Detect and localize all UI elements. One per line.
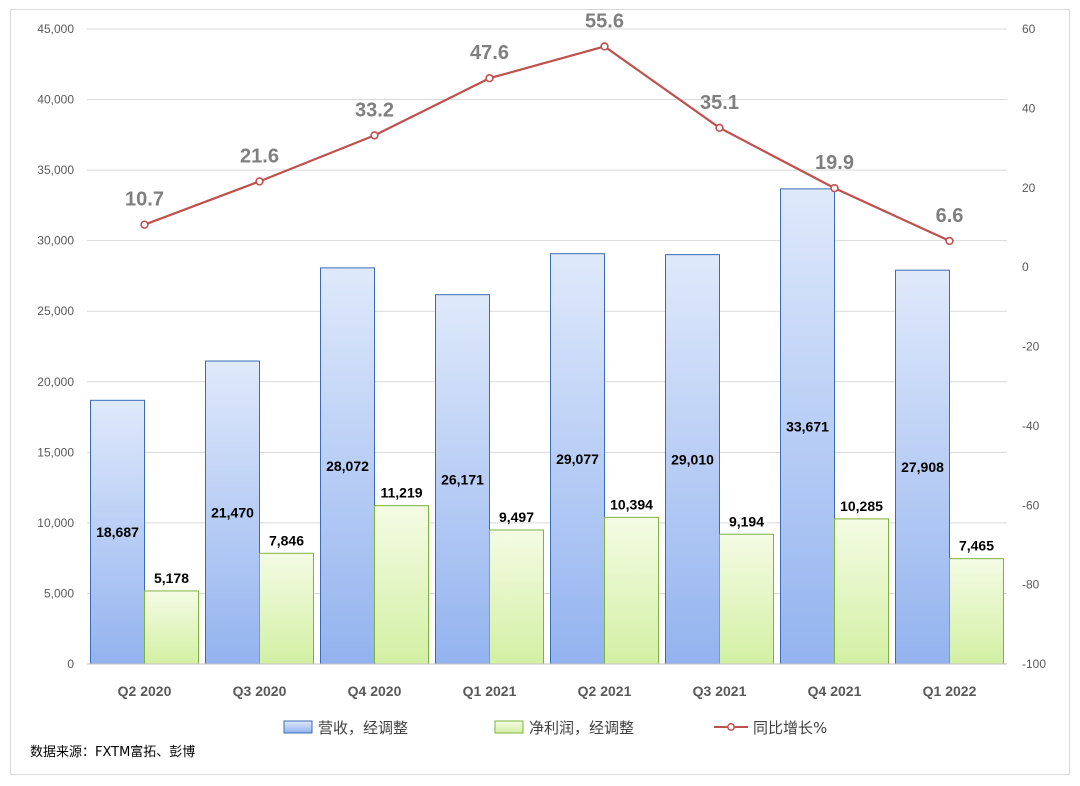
legend-swatch-revenue [283, 720, 313, 734]
data-label-net-profit-q2-2021: 10,394 [610, 496, 653, 512]
left-tick-label: 15,000 [37, 445, 74, 459]
legend-label-revenue: 营收，经调整 [318, 719, 408, 737]
data-label-net-profit-q3-2020: 7,846 [269, 532, 304, 548]
bar-revenue-q1-2021 [435, 294, 490, 665]
bar-net-profit-q1-2021 [489, 529, 544, 665]
bar-revenue-q4-2021 [780, 188, 835, 665]
legend-label-yoy-growth: 同比增长% [753, 719, 827, 737]
right-tick-label: 60 [1022, 22, 1036, 36]
right-tick-label: -20 [1022, 340, 1040, 354]
data-label-revenue-q3-2021: 29,010 [671, 451, 714, 467]
data-label-yoy-q1-2021: 47.6 [470, 42, 509, 64]
x-axis: Q2 2020 Q3 2020 Q4 2020 Q1 2021 Q2 2021 Q3 20… [87, 663, 1007, 699]
data-label-revenue-q3-2020: 21,470 [211, 505, 254, 521]
legend-item-net-profit: 净利润，经调整 [494, 719, 634, 737]
bar-revenue-q3-2021 [665, 254, 720, 665]
x-tick-label-q3-2020: Q3 2020 [233, 683, 287, 699]
point-yoy-q1-2022 [945, 236, 954, 246]
legend-item-yoy-growth: 同比增长% [714, 719, 827, 737]
legend-swatch-yoy-marker [727, 723, 735, 731]
data-label-revenue-q2-2020: 18,687 [96, 524, 139, 540]
chart-frame [10, 9, 1070, 775]
right-tick-label: -80 [1022, 578, 1040, 592]
data-label-revenue-q2-2021: 29,077 [556, 451, 599, 467]
data-label-net-profit-q3-2021: 9,194 [729, 513, 764, 529]
bar-revenue-q2-2021 [550, 253, 605, 665]
legend-label-net-profit: 净利润，经调整 [529, 719, 634, 737]
data-label-yoy-q2-2021: 55.6 [585, 10, 624, 32]
right-tick-label: 0 [1022, 260, 1029, 274]
point-yoy-q3-2021 [715, 123, 724, 133]
left-tick-label: 5,000 [44, 586, 74, 600]
bar-net-profit-q4-2021 [834, 518, 889, 665]
x-tick-label-q1-2022: Q1 2022 [923, 683, 977, 699]
data-label-net-profit-q4-2020: 11,219 [380, 485, 422, 501]
right-tick-label: -40 [1022, 419, 1040, 433]
line-yoy-growth [144, 45, 950, 242]
left-tick-label: 25,000 [37, 304, 74, 318]
legend-swatch-net-profit [494, 720, 524, 734]
data-label-net-profit-q1-2022: 7,465 [959, 538, 994, 554]
legend-item-revenue: 营收，经调整 [283, 719, 408, 737]
right-axis: -100 -80 -60 -40 -20 0 20 40 60 [1022, 22, 1046, 671]
bar-net-profit-q1-2022 [949, 558, 1004, 665]
point-yoy-q4-2021 [830, 183, 839, 193]
x-tick-label-q3-2021: Q3 2021 [693, 683, 747, 699]
left-tick-label: 20,000 [37, 375, 74, 389]
x-tick-label-q1-2021: Q1 2021 [463, 683, 517, 699]
bar-net-profit-q3-2021 [719, 533, 774, 665]
bar-net-profit-q4-2020 [374, 505, 429, 665]
point-yoy-q2-2021 [600, 42, 609, 51]
data-label-yoy-q2-2020: 10.7 [125, 189, 164, 211]
point-yoy-q2-2020 [140, 220, 149, 229]
point-yoy-q3-2020 [255, 177, 264, 186]
left-tick-label: 0 [67, 657, 74, 671]
left-tick-label: 10,000 [37, 516, 74, 530]
bar-net-profit-q2-2021 [604, 516, 659, 665]
left-tick-label: 40,000 [37, 93, 74, 107]
x-tick-label-q4-2020: Q4 2020 [348, 683, 402, 699]
left-axis: 0 5,000 10,000 15,000 20,000 25,000 30,000 35,0… [37, 22, 74, 671]
data-label-revenue-q1-2022: 27,908 [901, 459, 944, 475]
bar-net-profit-q3-2020 [259, 552, 314, 665]
bar-net-profit-q2-2020 [144, 590, 199, 665]
right-tick-label: 20 [1022, 181, 1036, 195]
data-label-yoy-q3-2021: 35.1 [700, 92, 739, 114]
x-tick-label-q2-2021: Q2 2021 [578, 683, 632, 699]
point-yoy-q4-2020 [370, 131, 379, 140]
right-tick-label: -100 [1022, 657, 1046, 671]
bar-revenue-q3-2020 [205, 360, 260, 665]
data-label-net-profit-q4-2021: 10,285 [840, 498, 883, 514]
point-yoy-q1-2021 [485, 74, 494, 83]
left-tick-label: 30,000 [37, 234, 74, 248]
data-label-revenue-q4-2021: 33,671 [786, 418, 829, 434]
bar-revenue-q4-2020 [320, 267, 375, 665]
data-label-net-profit-q2-2020: 5,178 [154, 570, 189, 586]
bars: 18,687 5,178 21,470 7,846 28,072 11,219 26,171… [90, 188, 1004, 665]
data-source-note: 数据来源：FXTM富拓、彭博 [30, 744, 195, 760]
left-tick-label: 45,000 [37, 22, 74, 36]
data-label-yoy-q3-2020: 21.6 [240, 145, 279, 167]
data-label-yoy-q1-2022: 6.6 [936, 205, 964, 227]
x-tick-label-q4-2021: Q4 2021 [808, 683, 862, 699]
data-label-yoy-q4-2020: 33.2 [355, 99, 394, 121]
line-series: 10.7 21.6 33.2 47.6 55.6 35.1 19.9 6.6 [125, 10, 964, 246]
x-tick-label-q2-2020: Q2 2020 [118, 683, 172, 699]
right-tick-label: 40 [1022, 101, 1036, 115]
data-label-revenue-q4-2020: 28,072 [326, 458, 369, 474]
data-label-net-profit-q1-2021: 9,497 [499, 509, 534, 525]
left-tick-label: 35,000 [37, 163, 74, 177]
data-label-revenue-q1-2021: 26,171 [441, 471, 484, 487]
bar-revenue-q2-2020 [90, 399, 145, 665]
right-tick-label: -60 [1022, 498, 1040, 512]
legend: 营收，经调整 净利润，经调整 同比增长% [283, 719, 827, 737]
data-label-yoy-q4-2021: 19.9 [815, 152, 854, 174]
